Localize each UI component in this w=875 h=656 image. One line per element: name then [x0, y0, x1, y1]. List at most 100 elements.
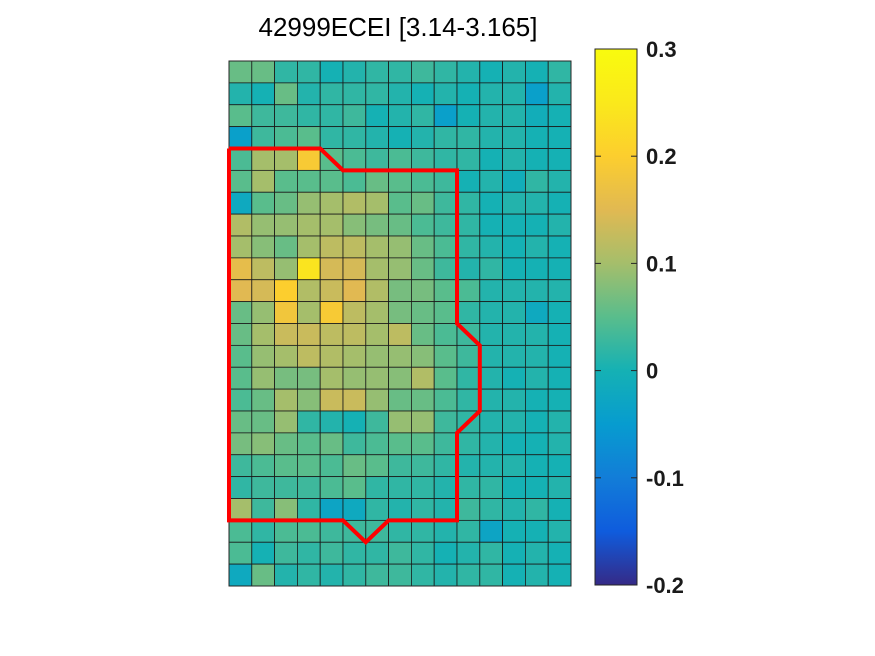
heatmap-cell — [410, 366, 435, 390]
heatmap-cell — [228, 563, 253, 587]
heatmap-cell — [365, 104, 389, 128]
heatmap-cell — [547, 82, 572, 106]
heatmap-cell — [228, 104, 253, 128]
heatmap-cell — [525, 257, 549, 281]
heatmap-cell — [251, 323, 276, 346]
heatmap-cell — [274, 104, 298, 128]
colorbar-ticks: 0.3 0.2 0.1 0 -0.1 -0.2 — [595, 37, 684, 598]
heatmap-cell — [365, 82, 389, 106]
heatmap-cell — [296, 257, 321, 281]
heatmap-cell — [456, 476, 481, 499]
heatmap-cell — [388, 366, 412, 390]
heatmap-cell — [342, 104, 367, 128]
heatmap-cell — [251, 563, 276, 587]
heatmap-cell — [525, 126, 549, 149]
heatmap-cell — [365, 366, 389, 390]
heatmap-cell — [274, 169, 298, 193]
heatmap-cell — [410, 279, 435, 303]
heatmap-cell — [365, 169, 389, 193]
heatmap-cell — [274, 257, 298, 281]
heatmap-cell — [410, 410, 435, 434]
heatmap-cell — [410, 213, 435, 237]
heatmap-cell — [388, 432, 412, 456]
heatmap-cell — [296, 169, 321, 193]
heatmap-cell — [433, 301, 458, 324]
heatmap-cell — [433, 388, 458, 412]
heatmap-cell — [228, 366, 253, 390]
heatmap-cell — [274, 148, 298, 171]
heatmap-cell — [296, 344, 321, 368]
heatmap-cell — [410, 476, 435, 499]
heatmap-cell — [228, 169, 253, 193]
heatmap-cell — [410, 541, 435, 565]
heatmap-cell — [319, 213, 344, 237]
heatmap-cell — [296, 235, 321, 259]
heatmap-cell — [456, 235, 481, 259]
heatmap-cell — [228, 235, 253, 259]
heatmap-cell — [479, 410, 503, 434]
heatmap-cell — [319, 498, 344, 521]
heatmap-cell — [319, 301, 344, 324]
heatmap-cell — [228, 454, 253, 478]
heatmap-cell — [365, 498, 389, 521]
heatmap-cell — [547, 279, 572, 303]
heatmap-cell — [410, 148, 435, 171]
colorbar-tick-label: 0.2 — [646, 144, 677, 169]
heatmap-cell — [502, 454, 526, 478]
heatmap-cell — [296, 213, 321, 237]
heatmap-cell — [479, 169, 503, 193]
heatmap-cell — [479, 235, 503, 259]
heatmap-cell — [251, 541, 276, 565]
heatmap-cell — [479, 257, 503, 281]
heatmap-cell — [456, 454, 481, 478]
heatmap-cell — [365, 563, 389, 587]
heatmap-cell — [296, 126, 321, 149]
heatmap-cell — [433, 519, 458, 543]
heatmap-cell — [388, 191, 412, 215]
heatmap-cell — [388, 323, 412, 346]
heatmap-cell — [365, 454, 389, 478]
heatmap-cell — [365, 388, 389, 412]
heatmap-cell — [525, 344, 549, 368]
heatmap-cell — [479, 563, 503, 587]
heatmap-cell — [319, 323, 344, 346]
heatmap-cell — [251, 432, 276, 456]
heatmap-cell — [251, 235, 276, 259]
heatmap-cell — [547, 432, 572, 456]
heatmap-cell — [228, 126, 253, 149]
heatmap-cell — [228, 60, 253, 84]
heatmap-cell — [547, 60, 572, 84]
heatmap-cell — [547, 410, 572, 434]
heatmap-cell — [228, 301, 253, 324]
heatmap-cell — [251, 366, 276, 390]
heatmap-cell — [547, 366, 572, 390]
heatmap-cell — [410, 454, 435, 478]
heatmap-cell — [433, 257, 458, 281]
heatmap-cell — [410, 498, 435, 521]
heatmap-cell — [502, 323, 526, 346]
heatmap-cell — [319, 279, 344, 303]
heatmap-cell — [228, 213, 253, 237]
heatmap-cell — [251, 301, 276, 324]
heatmap-cell — [342, 498, 367, 521]
heatmap-cell — [502, 191, 526, 215]
heatmap-cell — [388, 301, 412, 324]
heatmap-cell — [296, 519, 321, 543]
heatmap-cell — [296, 60, 321, 84]
heatmap-cell — [433, 104, 458, 128]
heatmap-cell — [410, 104, 435, 128]
heatmap-cell — [525, 148, 549, 171]
heatmap-cell — [228, 519, 253, 543]
heatmap-cells — [228, 60, 572, 587]
heatmap-cell — [547, 148, 572, 171]
heatmap-cell — [479, 82, 503, 106]
heatmap-cell — [433, 169, 458, 193]
heatmap-cell — [547, 563, 572, 587]
heatmap-cell — [502, 148, 526, 171]
heatmap-cell — [251, 104, 276, 128]
heatmap-cell — [274, 498, 298, 521]
heatmap-cell — [433, 82, 458, 106]
heatmap-cell — [342, 301, 367, 324]
heatmap-cell — [456, 60, 481, 84]
heatmap-cell — [433, 279, 458, 303]
